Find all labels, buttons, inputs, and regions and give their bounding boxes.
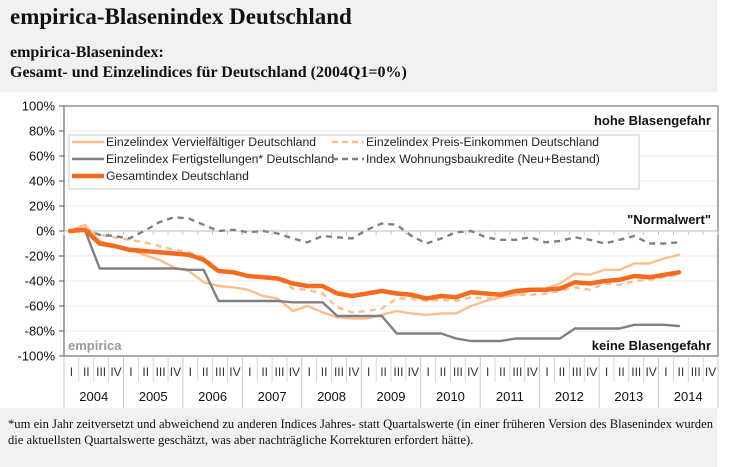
year-label: 2009 <box>377 389 406 404</box>
year-label: 2007 <box>258 389 287 404</box>
legend-label: Einzelindex Fertigstellungen* Deutschlan… <box>106 152 334 166</box>
quarter-label: III <box>96 365 106 379</box>
quarter-label: I <box>248 365 251 379</box>
quarter-label: II <box>559 365 566 379</box>
page-title: empirica-Blasenindex Deutschland <box>10 4 352 29</box>
quarter-label: IV <box>527 365 538 379</box>
legend-label: Index Wohnungsbaukredite (Neu+Bestand) <box>366 152 600 166</box>
annotation-high-risk: hohe Blasengefahr <box>594 113 711 128</box>
quarter-label: I <box>129 365 132 379</box>
y-tick-label: -80% <box>25 324 56 339</box>
quarter-label: IV <box>348 365 359 379</box>
series-line-index-wohnungsbaukredite-neu-bestand <box>84 216 679 245</box>
quarter-label: III <box>393 365 403 379</box>
series-lines <box>67 216 682 343</box>
year-label: 2013 <box>614 389 643 404</box>
y-axis-labels: 100% 80% 60% 40% 20% 0% -20% -40% -60% -80% -100% <box>17 99 64 364</box>
legend-label: Einzelindex Preis-Einkommen Deutschland <box>366 135 599 149</box>
zero-line-ticks <box>63 231 719 235</box>
quarter-label: I <box>367 365 370 379</box>
year-label: 2008 <box>317 389 346 404</box>
quarter-label: III <box>691 365 701 379</box>
header: empirica-Blasenindex Deutschland empiric… <box>0 0 717 92</box>
y-tick-label: -20% <box>25 249 56 264</box>
series-line-einzelindex-fertigstellungen-deutschland <box>68 228 681 343</box>
quarter-label: III <box>453 365 463 379</box>
footnote-text: *um ein Jahr zeitversetzt und abweichend… <box>8 417 713 447</box>
quarter-label: IV <box>467 365 478 379</box>
quarter-label: IV <box>289 365 300 379</box>
quarter-label: I <box>189 365 192 379</box>
quarter-label: IV <box>229 365 240 379</box>
quarter-label: IV <box>586 365 597 379</box>
year-label: 2005 <box>139 389 168 404</box>
quarter-label: I <box>486 365 489 379</box>
footnote: *um ein Jahr zeitversetzt und abweichend… <box>0 408 717 467</box>
quarter-label: III <box>631 365 641 379</box>
quarter-label: II <box>321 365 328 379</box>
empirica-watermark: empirica <box>68 338 122 353</box>
quarter-label: II <box>499 365 506 379</box>
quarter-label: IV <box>110 365 121 379</box>
quarter-label: IV <box>645 365 656 379</box>
chart-area: 100% 80% 60% 40% 20% 0% -20% -40% -60% -80% -100% … <box>0 92 719 408</box>
quarter-label: IV <box>705 365 716 379</box>
y-tick-label: -60% <box>25 299 56 314</box>
y-tick-label: 0% <box>36 224 55 239</box>
annotation-no-risk: keine Blasengefahr <box>592 338 711 353</box>
quarter-label: III <box>572 365 582 379</box>
quarter-label: II <box>380 365 387 379</box>
quarter-label: III <box>512 365 522 379</box>
chart-subtitle-line1: empirica-Blasenindex: <box>10 44 164 61</box>
quarter-label: II <box>618 365 625 379</box>
series-line-gesamtindex-deutschland <box>67 227 682 301</box>
quarter-label: II <box>440 365 447 379</box>
y-tick-label: 80% <box>29 124 55 139</box>
x-axis: I II III IV I II III IV I II III IV I II III IV I II III IV… <box>63 356 719 408</box>
y-tick-label: 20% <box>29 199 55 214</box>
quarter-label: II <box>83 365 90 379</box>
quarter-label: I <box>70 365 73 379</box>
year-label: 2011 <box>496 389 524 404</box>
legend-label: Einzelindex Vervielfältiger Deutschland <box>106 135 316 149</box>
quarter-label: III <box>215 365 225 379</box>
y-tick-label: -40% <box>25 274 56 289</box>
y-tick-label: 100% <box>22 99 56 114</box>
year-label: 2012 <box>555 389 584 404</box>
y-tick-label: -100% <box>17 349 55 364</box>
quarter-label: IV <box>170 365 181 379</box>
quarter-label: II <box>202 365 209 379</box>
year-label: 2004 <box>79 389 108 404</box>
legend: Einzelindex Vervielfältiger Deutschland E… <box>68 134 640 190</box>
quarter-label: I <box>545 365 548 379</box>
year-label: 2006 <box>198 389 227 404</box>
quarter-label: III <box>275 365 285 379</box>
annotation-normal-value: "Normalwert" <box>627 212 711 227</box>
quarter-label: I <box>308 365 311 379</box>
year-label: 2010 <box>436 389 465 404</box>
year-label: 2014 <box>674 389 703 404</box>
quarter-label: III <box>334 365 344 379</box>
quarter-label: II <box>261 365 268 379</box>
legend-box <box>68 134 640 190</box>
line-chart: 100%80%60%40%20%0%-20%-40%-60%-80%-100% … <box>17 99 719 408</box>
quarter-label: III <box>156 365 166 379</box>
chart-subtitle-line2: Gesamt- und Einzelindices für Deutschlan… <box>10 64 407 81</box>
y-tick-label: 40% <box>29 174 55 189</box>
quarter-label: II <box>678 365 685 379</box>
legend-label: Gesamtindex Deutschland <box>106 169 249 183</box>
quarter-label: I <box>605 365 608 379</box>
series-line-einzelindex-preis-einkommen-deutschland <box>69 227 680 314</box>
y-tick-label: 60% <box>29 149 55 164</box>
quarter-label: I <box>664 365 667 379</box>
quarter-label: IV <box>408 365 419 379</box>
quarter-label: II <box>142 365 149 379</box>
quarter-label: I <box>426 365 429 379</box>
